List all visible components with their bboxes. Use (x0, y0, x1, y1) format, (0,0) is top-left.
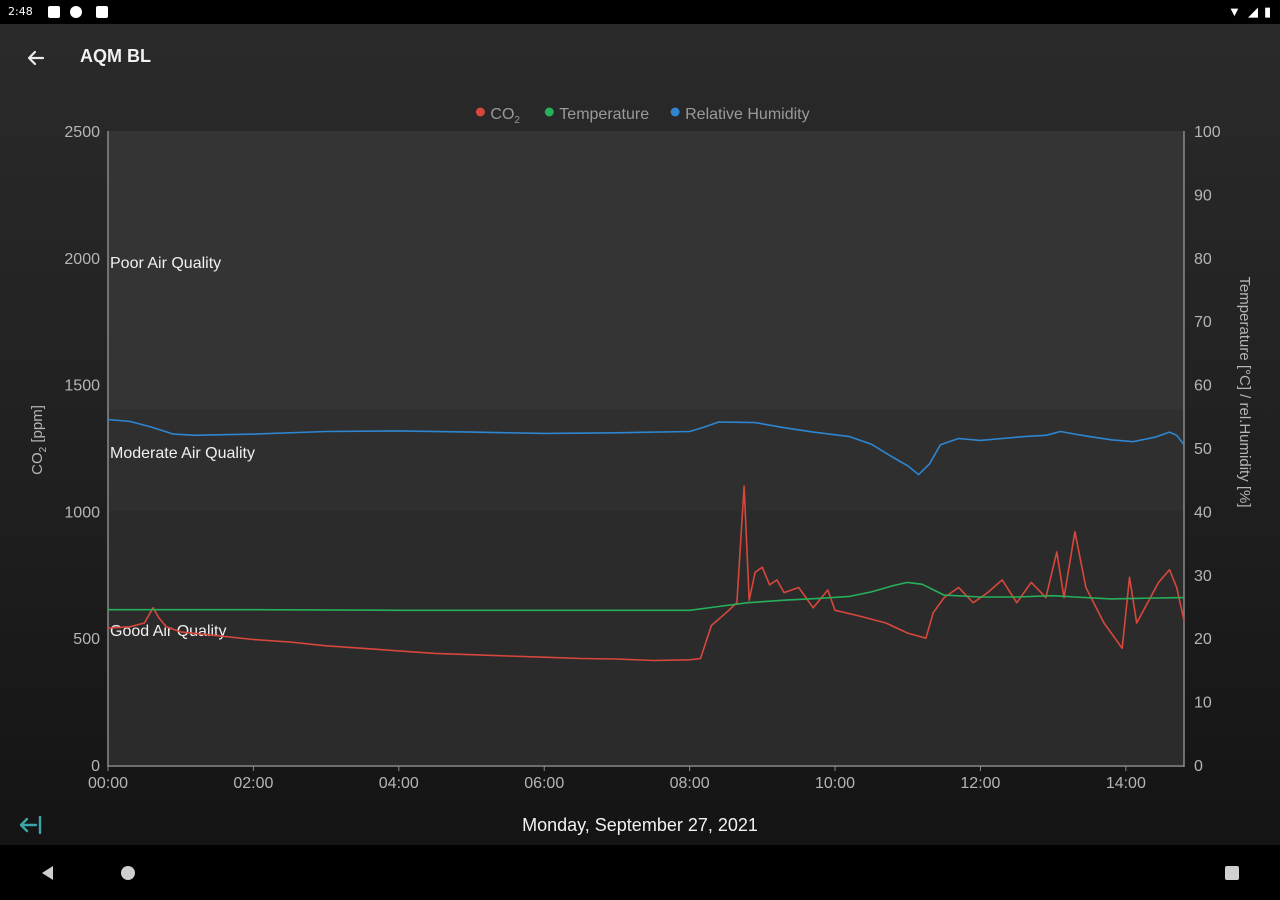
y-left-tick-label: 2000 (64, 251, 100, 268)
collapse-left-button[interactable] (16, 812, 46, 838)
legend-marker (544, 107, 554, 117)
arrow-to-line-left-icon (19, 815, 42, 835)
app-screen: AQM BL Good Air Quality Moderate Air Qual… (0, 24, 1280, 845)
y-right-tick-label: 100 (1194, 124, 1221, 141)
y-left-tick-label: 0 (91, 758, 100, 775)
y-right-tick-label: 50 (1194, 441, 1212, 458)
status-time: 2:48 (8, 5, 33, 18)
x-tick-label: 06:00 (524, 775, 564, 792)
y-right-tick-label: 0 (1194, 758, 1203, 775)
y-left-tick-label: 1000 (64, 504, 100, 521)
y-right-tick-label: 60 (1194, 378, 1212, 395)
x-tick-label: 00:00 (88, 775, 128, 792)
wifi-icon: ▼ (1228, 4, 1241, 19)
legend-marker (475, 107, 485, 117)
sensor-chart[interactable]: Good Air Quality Moderate Air Quality Poor… (0, 24, 1280, 804)
x-tick-label: 14:00 (1106, 775, 1146, 792)
y-right-tick-label: 80 (1194, 251, 1212, 268)
y-left-tick-label: 2500 (64, 124, 100, 141)
navigation-bar (0, 845, 1280, 900)
status-bar: 2:48 ▼ ◢ ▮ (0, 0, 1280, 24)
y-right-tick-label: 10 (1194, 695, 1212, 712)
y-right-tick-label: 40 (1194, 504, 1212, 521)
arrow-left-icon (27, 50, 45, 66)
zone-band (108, 409, 1184, 512)
back-button[interactable] (20, 42, 52, 74)
battery-icon: ▮ (1264, 4, 1272, 19)
legend-marker (670, 107, 680, 117)
series-line-temperature (108, 581, 1185, 612)
x-tick-label: 08:00 (670, 775, 710, 792)
zone-label: Moderate Air Quality (110, 445, 255, 462)
notification-icon (48, 6, 60, 18)
circle-home-icon (121, 866, 135, 880)
y-left-tick-label: 500 (73, 631, 100, 648)
series-line-relative-humidity (107, 418, 1185, 476)
zone-band (108, 131, 1184, 410)
date-label: Monday, September 27, 2021 (522, 815, 758, 835)
nav-back-button[interactable] (38, 863, 58, 883)
y-right-tick-label: 70 (1194, 314, 1212, 331)
legend-label: Temperature (559, 106, 649, 123)
series-line-co2 (107, 485, 1185, 662)
y-left-axis-label: CO2 [ppm] (29, 405, 49, 475)
x-tick-label: 10:00 (815, 775, 855, 792)
y-right-axis-label: Temperature [°C] / rel.Humidity [%] (1236, 276, 1253, 507)
zone-label: Good Air Quality (110, 623, 227, 640)
nav-recents-button[interactable] (1223, 864, 1241, 882)
y-right-tick-label: 30 (1194, 568, 1212, 585)
notification-icon (70, 6, 82, 18)
zone-band (108, 511, 1184, 765)
x-tick-label: 02:00 (233, 775, 273, 792)
square-recents-icon (1225, 866, 1239, 880)
page-title: AQM BL (80, 46, 151, 66)
signal-icon: ◢ (1248, 4, 1258, 19)
legend-label: Relative Humidity (685, 106, 809, 123)
triangle-back-icon (42, 866, 53, 880)
y-right-tick-label: 90 (1194, 187, 1212, 204)
y-right-tick-label: 20 (1194, 631, 1212, 648)
sd-card-icon (96, 6, 108, 18)
legend-label: CO2 (490, 106, 520, 126)
x-tick-label: 12:00 (960, 775, 1000, 792)
nav-home-button[interactable] (119, 864, 137, 882)
zone-label: Poor Air Quality (110, 255, 221, 272)
y-left-tick-label: 1500 (64, 378, 100, 395)
x-tick-label: 04:00 (379, 775, 419, 792)
